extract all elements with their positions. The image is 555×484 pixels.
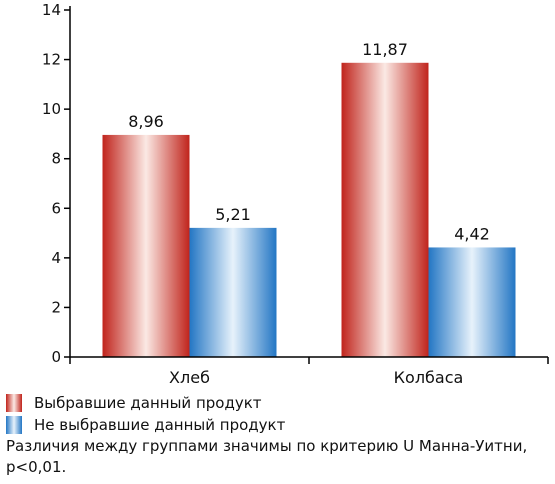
significance-note: Различия между группами значимы по крите…	[6, 437, 528, 476]
legend: Выбравшие данный продукт Не выбравшие да…	[6, 392, 285, 436]
y-tick-label: 0	[51, 348, 61, 366]
y-tick-label: 10	[42, 100, 61, 118]
y-tick-label: 14	[42, 1, 61, 19]
legend-item-series-1: Не выбравшие данный продукт	[6, 414, 285, 436]
category-label: Хлеб	[169, 368, 210, 387]
bar-series-0-cat-1	[341, 62, 429, 357]
bar-series-1-cat-1	[428, 247, 516, 357]
legend-swatch-series-0	[6, 394, 22, 412]
y-tick-label: 8	[51, 150, 61, 168]
legend-label-series-1: Не выбравшие данный продукт	[34, 416, 286, 434]
legend-swatch-series-1	[6, 416, 22, 434]
category-label: Колбаса	[394, 368, 464, 387]
bar-series-1-cat-0	[189, 227, 277, 357]
data-label-series-1-cat-1: 4,42	[454, 224, 490, 243]
y-axis: 0 2 4 6 8 10 12 14	[42, 1, 71, 366]
category-label: и колбасные изделия	[338, 390, 520, 392]
y-tick-label: 2	[51, 298, 61, 316]
y-tick-label: 6	[51, 199, 61, 217]
data-label-series-0-cat-0: 8,96	[128, 112, 164, 131]
x-axis: Хлеб Колбаса и колбасные изделия	[69, 356, 549, 392]
data-label-series-1-cat-0: 5,21	[215, 205, 251, 224]
bars: 8,96 5,21 11,87 4,42	[102, 40, 516, 357]
bar-series-0-cat-0	[102, 134, 190, 357]
bar-chart: 0 2 4 6 8 10 12 14 8,96 5,21 11,87 4,42 Хлеб Колбас…	[42, 1, 549, 392]
legend-label-series-0: Выбравшие данный продукт	[34, 394, 262, 412]
y-tick-label: 4	[51, 249, 61, 267]
legend-item-series-0: Выбравшие данный продукт	[6, 392, 285, 414]
y-tick-label: 12	[42, 51, 61, 69]
data-label-series-0-cat-1: 11,87	[362, 40, 408, 59]
